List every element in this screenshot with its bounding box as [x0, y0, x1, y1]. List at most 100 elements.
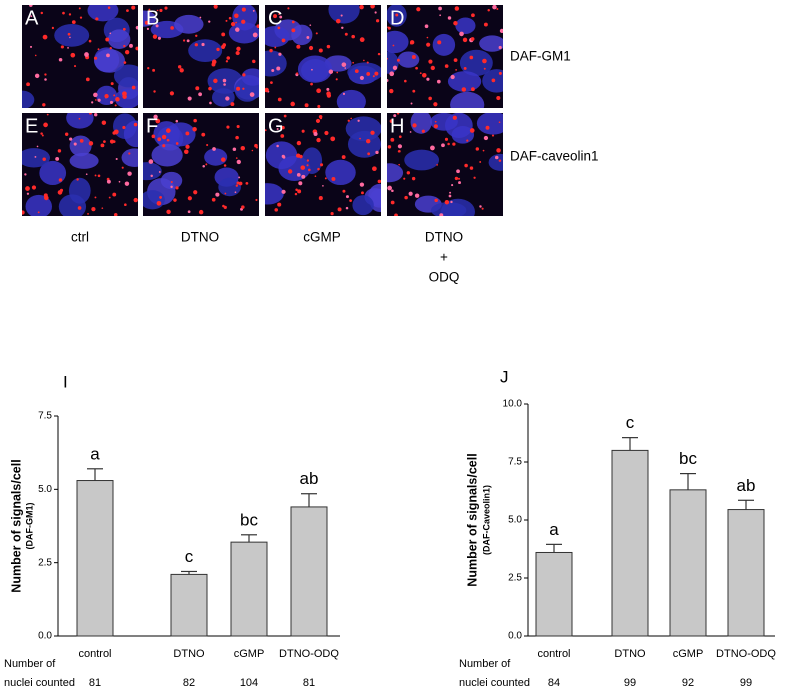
signal	[155, 24, 159, 28]
bar	[230, 541, 268, 637]
bar	[611, 449, 649, 637]
signal	[466, 139, 469, 142]
signal	[330, 211, 334, 216]
micrograph	[143, 5, 259, 108]
signal	[391, 189, 394, 193]
x-tick-label: cGMP	[234, 648, 265, 660]
nucleus	[69, 152, 99, 169]
signal	[406, 171, 411, 175]
panel-title: J	[500, 367, 509, 386]
signal	[252, 32, 258, 38]
signal	[153, 90, 156, 93]
signal	[297, 189, 302, 194]
signal	[273, 14, 277, 19]
signal	[314, 175, 317, 178]
signal	[179, 68, 184, 73]
significance-letter: a	[549, 520, 559, 539]
signal	[395, 13, 399, 17]
signal	[389, 88, 394, 94]
nuclei-label: nuclei counted	[459, 677, 530, 687]
signal	[399, 21, 402, 24]
signal	[421, 129, 425, 133]
signal	[170, 180, 173, 184]
signal	[148, 159, 154, 164]
nucleus	[301, 147, 323, 175]
signal	[372, 166, 377, 172]
panel-letter: E	[25, 115, 38, 137]
signal	[498, 121, 501, 124]
signal	[454, 176, 459, 181]
signal	[396, 113, 400, 115]
significance-letter: ab	[737, 476, 756, 495]
signal	[211, 62, 216, 67]
signal	[281, 189, 286, 194]
signal	[357, 119, 360, 122]
signal	[483, 67, 486, 70]
signal	[377, 52, 381, 56]
nucleus	[455, 17, 476, 34]
signal	[482, 149, 485, 152]
signal	[77, 206, 82, 210]
signal	[409, 40, 415, 45]
signal	[438, 6, 442, 11]
panel-letter: D	[390, 7, 404, 29]
signal	[318, 48, 323, 53]
signal	[109, 47, 112, 50]
signal	[187, 210, 191, 214]
signal	[409, 131, 412, 133]
signal	[459, 31, 464, 37]
signal	[195, 86, 200, 91]
signal	[387, 57, 388, 60]
nucleus	[204, 148, 228, 166]
signal	[122, 27, 126, 31]
signal	[235, 135, 239, 140]
signal	[235, 157, 238, 159]
signal	[444, 64, 449, 68]
signal	[469, 166, 474, 170]
signal	[344, 67, 347, 69]
signal	[51, 26, 55, 30]
signal	[306, 36, 310, 39]
signal	[359, 75, 364, 80]
signal	[133, 122, 138, 127]
signal	[403, 177, 406, 180]
signal	[277, 97, 282, 102]
signal	[24, 173, 27, 176]
signal	[347, 119, 350, 122]
signal	[106, 179, 111, 184]
signal	[277, 202, 282, 207]
signal	[341, 62, 347, 67]
signal	[387, 79, 389, 82]
nucleus	[297, 55, 333, 83]
signal	[458, 181, 461, 185]
signal	[153, 114, 158, 119]
micrograph	[387, 113, 503, 216]
signal	[26, 192, 30, 195]
nuclei-count: 99	[740, 677, 752, 687]
signal	[70, 52, 76, 58]
signal	[454, 6, 460, 11]
signal	[416, 7, 421, 12]
signal	[483, 135, 489, 141]
signal	[113, 94, 116, 97]
signal	[152, 68, 156, 72]
micrograph	[143, 113, 259, 216]
column-label: cGMP	[303, 230, 341, 245]
y-axis-sublabel: (DAF-GM1)	[24, 503, 34, 550]
signal	[87, 212, 89, 215]
signal	[78, 117, 81, 120]
signal	[95, 17, 99, 21]
signal	[461, 87, 467, 92]
signal	[452, 142, 456, 146]
signal	[213, 78, 218, 84]
signal	[94, 196, 97, 199]
signal	[296, 72, 299, 75]
signal	[221, 32, 226, 37]
signal	[291, 28, 296, 33]
nucleus	[352, 195, 374, 216]
signal	[473, 176, 476, 179]
signal	[365, 138, 371, 144]
signal	[236, 159, 241, 165]
signal	[201, 42, 205, 47]
signal	[447, 142, 450, 146]
